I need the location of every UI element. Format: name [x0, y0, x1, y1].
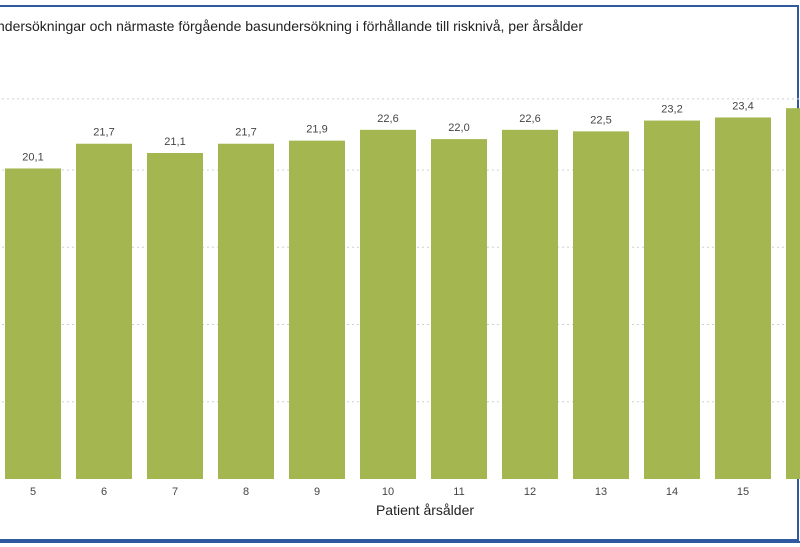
x-tick-6: 6 — [101, 486, 107, 498]
bar-7 — [147, 153, 203, 479]
bar-10 — [360, 129, 416, 479]
bar-16 — [786, 108, 800, 479]
bar-8 — [218, 143, 274, 480]
value-label-5: 20,1 — [22, 151, 43, 163]
x-tick-9: 9 — [314, 486, 320, 498]
bar-15 — [715, 117, 771, 479]
x-tick-15: 15 — [737, 486, 749, 498]
bar-6 — [76, 143, 132, 480]
bar-9 — [289, 140, 345, 479]
bottom-border — [0, 541, 800, 543]
x-tick-8: 8 — [243, 486, 249, 498]
value-label-13: 22,5 — [590, 114, 611, 126]
x-tick-5: 5 — [30, 486, 36, 498]
value-label-10: 22,6 — [377, 113, 398, 125]
bar-11 — [431, 139, 487, 479]
x-tick-12: 12 — [524, 486, 536, 498]
value-label-15: 23,4 — [732, 100, 753, 112]
value-label-11: 22,0 — [448, 122, 469, 134]
bar-13 — [573, 131, 629, 479]
value-label-6: 21,7 — [93, 127, 114, 139]
x-tick-10: 10 — [382, 486, 394, 498]
x-axis-label: Patient årsålder — [375, 502, 475, 518]
bar-5 — [5, 168, 61, 479]
value-label-7: 21,1 — [164, 136, 185, 148]
value-label-14: 23,2 — [661, 104, 682, 116]
bar-12 — [502, 129, 558, 479]
value-label-9: 21,9 — [306, 124, 327, 136]
x-tick-7: 7 — [172, 486, 178, 498]
bar-14 — [644, 120, 700, 479]
x-tick-14: 14 — [666, 486, 678, 498]
chart-title: ndersökningar och närmaste förgående bas… — [0, 18, 584, 34]
x-tick-11: 11 — [453, 486, 464, 498]
x-tick-13: 13 — [595, 486, 607, 498]
value-label-12: 22,6 — [519, 113, 540, 125]
value-label-8: 21,7 — [235, 127, 256, 139]
